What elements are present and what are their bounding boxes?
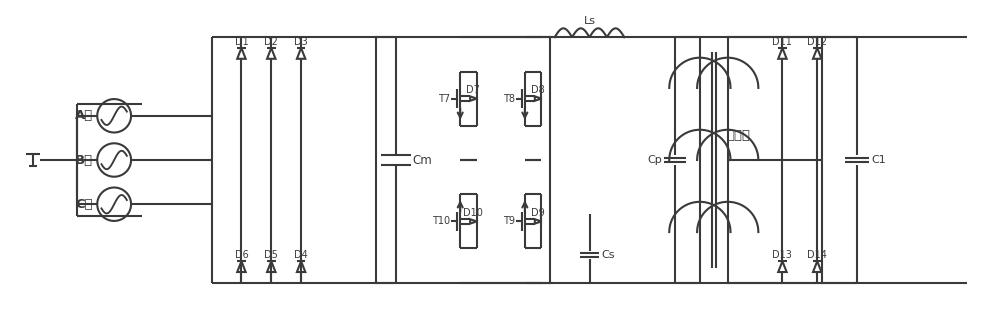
Text: T10: T10 <box>432 216 450 227</box>
Text: A相: A相 <box>75 109 93 122</box>
Text: D13: D13 <box>772 250 792 260</box>
Text: D2: D2 <box>264 37 278 47</box>
Text: D11: D11 <box>772 37 792 47</box>
Text: D3: D3 <box>294 37 308 47</box>
Text: Cp: Cp <box>647 155 662 165</box>
Text: B相: B相 <box>75 154 93 166</box>
Text: D6: D6 <box>235 250 248 260</box>
Text: Cs: Cs <box>601 250 615 260</box>
Text: 変圧器: 変圧器 <box>727 129 751 142</box>
Text: D9: D9 <box>531 208 545 218</box>
Text: Ls: Ls <box>584 16 596 26</box>
Text: T7: T7 <box>438 93 450 104</box>
Text: Cm: Cm <box>412 154 432 166</box>
Text: D10: D10 <box>463 208 483 218</box>
Text: C1: C1 <box>871 155 886 165</box>
Text: C相: C相 <box>76 198 93 211</box>
Text: D14: D14 <box>807 250 827 260</box>
Text: D7: D7 <box>466 85 480 95</box>
Text: D5: D5 <box>264 250 278 260</box>
Text: T9: T9 <box>503 216 515 227</box>
Text: T8: T8 <box>503 93 515 104</box>
Text: D12: D12 <box>807 37 827 47</box>
Text: D1: D1 <box>235 37 248 47</box>
Text: D8: D8 <box>531 85 545 95</box>
Text: D4: D4 <box>294 250 308 260</box>
